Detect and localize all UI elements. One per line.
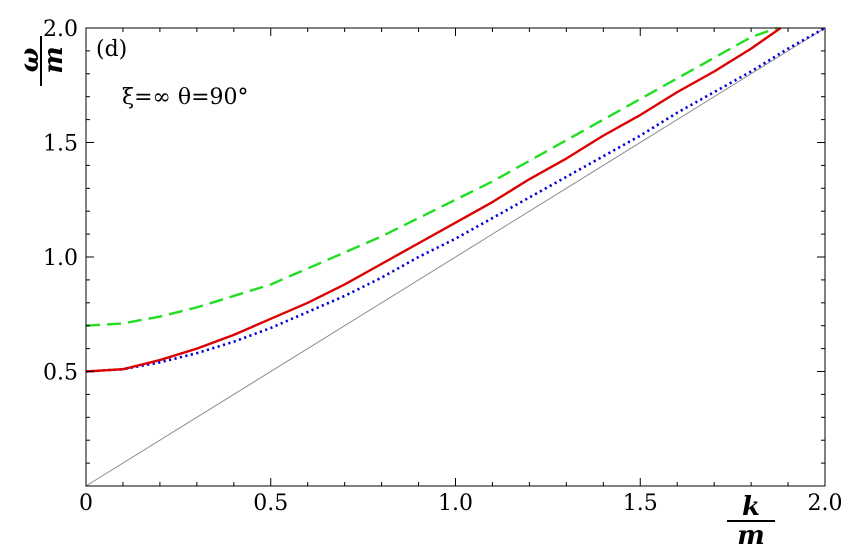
y-axis-label: ω m	[15, 36, 69, 86]
light-line-curve	[85, 27, 826, 487]
x-label-denominator: m	[737, 521, 765, 551]
x-label-numerator: k	[742, 492, 760, 522]
tick-labels-layer: 0 0.5 1.0 1.5 2.0 0.5 1.0 1.5 2.0	[43, 17, 843, 516]
y-tick-label: 1.5	[43, 132, 78, 157]
curves-layer	[85, 26, 826, 487]
x-tick-label: 1.5	[623, 491, 658, 516]
blue-dotted-curve	[85, 26, 826, 373]
y-tick-label: 1.0	[43, 246, 78, 271]
green-dashed-curve	[85, 26, 778, 327]
ticks-layer	[85, 27, 826, 487]
x-tick-label: 1.0	[438, 491, 473, 516]
panel-label: (d)	[96, 37, 127, 62]
x-axis-label: k m	[727, 492, 775, 551]
x-tick-label: 2.0	[808, 491, 843, 516]
x-tick-label: 0	[79, 491, 93, 516]
x-tick-label: 0.5	[253, 491, 288, 516]
parameter-annotation: ξ=∞ θ=90°	[122, 85, 249, 110]
y-tick-label: 0.5	[43, 361, 78, 386]
red-solid-curve	[85, 27, 782, 373]
y-label-denominator: m	[39, 46, 69, 74]
y-tick-label: 2.0	[43, 17, 78, 42]
